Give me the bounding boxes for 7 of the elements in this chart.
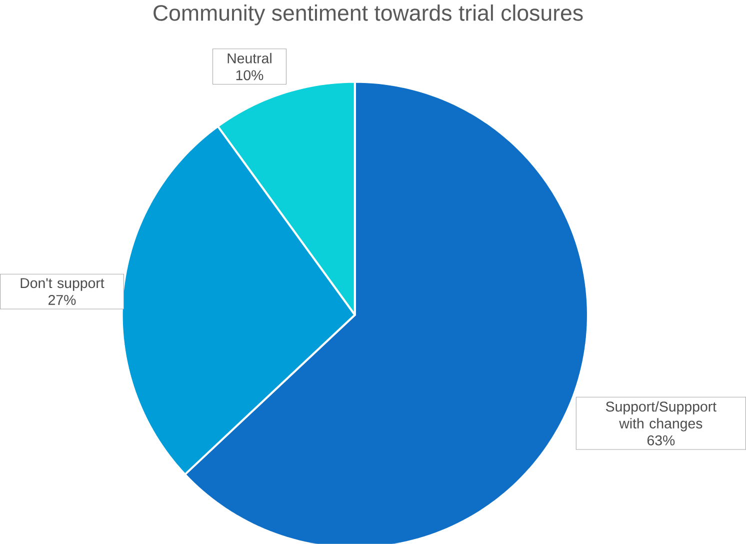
slice-label: Neutral — [228, 52, 272, 64]
data-label: 10% — [236, 70, 264, 80]
data-label: 27% — [48, 294, 76, 305]
slice-label: Support/Suppport with changes — [606, 401, 716, 432]
data-label: 63% — [647, 435, 675, 446]
slice-label: Don't support — [20, 278, 104, 291]
chart-title: Community sentiment towards trial closures — [154, 4, 583, 26]
